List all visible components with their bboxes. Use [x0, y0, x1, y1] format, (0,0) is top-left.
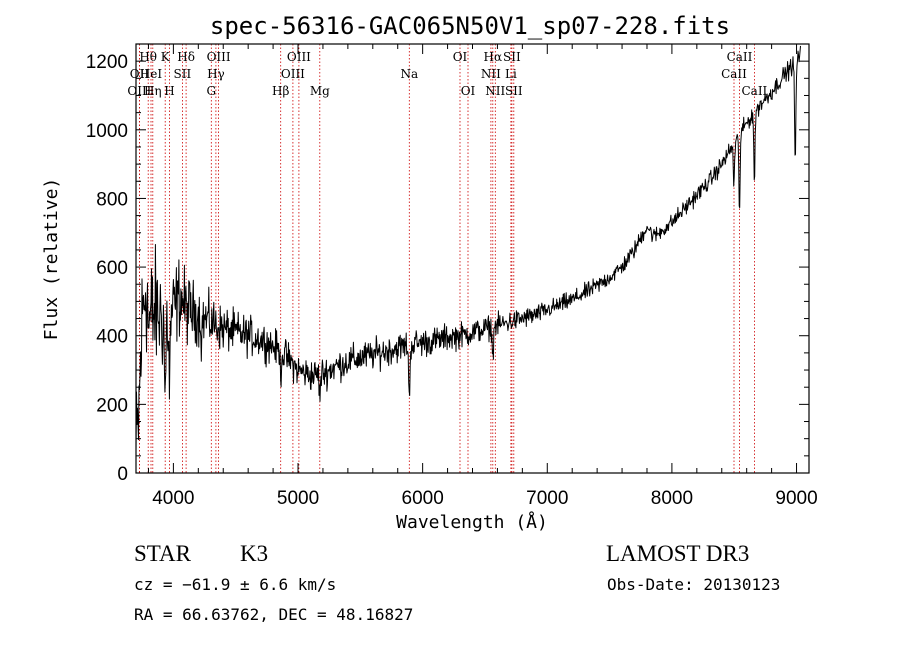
marker-label-12: Hβ: [272, 84, 289, 98]
y-tick-label-0: 0: [117, 464, 128, 485]
marker-label-24: SII: [505, 84, 523, 98]
marker-label-21: NII: [485, 84, 505, 98]
marker-label-26: CaII: [721, 67, 747, 81]
marker-label-3: HeI: [140, 67, 163, 81]
marker-label-10: Hγ: [207, 67, 225, 81]
redshift-info: cz = −61.9 ± 6.6 km/s: [134, 575, 336, 594]
marker-label-23: Li: [505, 67, 517, 81]
y-tick-label-4: 800: [96, 189, 128, 210]
marker-label-22: SII: [503, 50, 521, 64]
x-tick-label-4: 8000: [651, 488, 693, 509]
y-tick-label-6: 1200: [86, 52, 128, 73]
spectrum-trace: [135, 45, 801, 450]
marker-label-4: Hη: [144, 84, 162, 98]
observation-date: Obs-Date: 20130123: [607, 575, 780, 594]
y-tick-label-1: 200: [96, 395, 128, 416]
spectrum-line: [135, 45, 801, 450]
x-tick-label-5: 9000: [775, 488, 817, 509]
spectral-marker-lines: [138, 44, 755, 473]
object-class: STAR: [134, 541, 192, 566]
x-axis-label: Wavelength (Å): [396, 511, 548, 533]
marker-label-25: CaII: [727, 50, 753, 64]
marker-label-6: H: [164, 84, 174, 98]
x-tick-label-2: 6000: [402, 488, 444, 509]
marker-label-5: K: [161, 50, 171, 64]
marker-label-9: OIII: [207, 50, 231, 64]
x-tick-label-1: 5000: [277, 488, 319, 509]
marker-label-11: G: [207, 84, 217, 98]
marker-label-7: SII: [174, 67, 192, 81]
plot-frame: [135, 43, 810, 474]
marker-label-15: Mg: [310, 84, 330, 98]
survey-name: LAMOST DR3: [606, 541, 749, 566]
marker-label-20: NII: [481, 67, 501, 81]
marker-label-19: Hα: [484, 50, 503, 64]
coordinates-info: RA = 66.63762, DEC = 48.16827: [134, 605, 413, 624]
marker-label-8: Hδ: [177, 50, 195, 64]
chart-title: spec-56316-GAC065N50V1_sp07-228.fits: [210, 12, 730, 40]
y-tick-label-3: 600: [96, 258, 128, 279]
marker-label-16: Na: [400, 67, 418, 81]
y-tick-label-5: 1000: [86, 121, 128, 142]
marker-label-17: OI: [453, 50, 468, 64]
marker-label-18: OI: [461, 84, 476, 98]
marker-label-14: OIII: [281, 67, 305, 81]
y-axis-label: Flux (relative): [41, 178, 62, 341]
marker-label-2: OIII: [127, 84, 151, 98]
y-tick-label-2: 400: [96, 327, 128, 348]
marker-label-13: OIII: [287, 50, 311, 64]
axis-ticks: 4000 5000 6000 7000 8000 9000 0 200 400 600 800 100…: [86, 43, 818, 509]
x-tick-label-0: 4000: [152, 488, 194, 509]
marker-label-1: OII: [130, 67, 150, 81]
x-tick-label-3: 7000: [526, 488, 568, 509]
object-subclass: K3: [240, 541, 268, 566]
marker-label-27: CaII: [741, 84, 767, 98]
marker-label-0: Hθ: [139, 50, 157, 64]
